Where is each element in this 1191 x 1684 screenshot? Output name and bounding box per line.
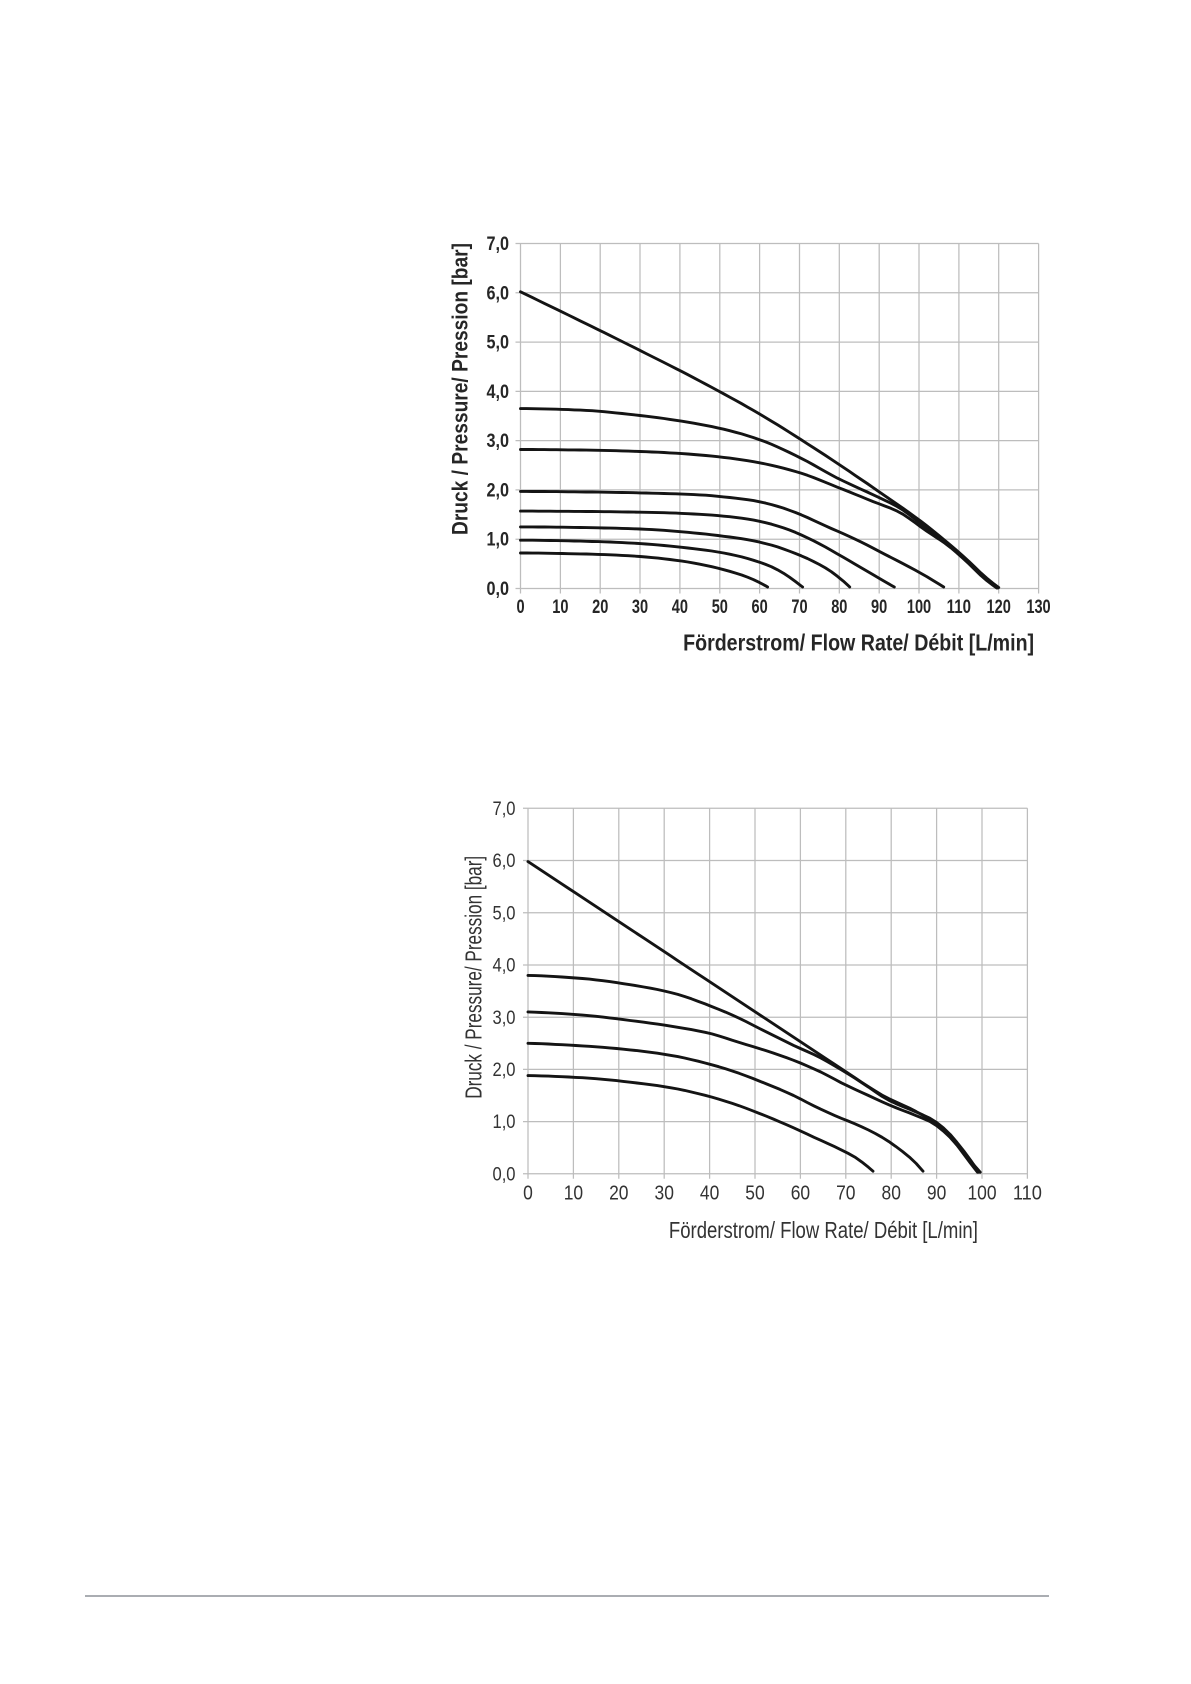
svg-text:7,0: 7,0 <box>487 234 510 255</box>
svg-text:5,0: 5,0 <box>493 902 516 924</box>
svg-text:40: 40 <box>672 597 688 618</box>
svg-text:6,0: 6,0 <box>487 283 510 304</box>
svg-text:5,0: 5,0 <box>487 333 510 354</box>
svg-text:100: 100 <box>967 1183 996 1205</box>
svg-text:80: 80 <box>831 597 847 618</box>
svg-text:3,0: 3,0 <box>493 1007 516 1029</box>
svg-text:60: 60 <box>791 1183 810 1205</box>
svg-text:0: 0 <box>516 597 524 618</box>
svg-text:Förderstrom/ Flow Rate/ Débit: Förderstrom/ Flow Rate/ Débit [L/min] <box>669 1217 978 1243</box>
svg-text:Druck / Pressure/ Pression [ba: Druck / Pressure/ Pression [bar] <box>461 856 487 1099</box>
svg-text:2,0: 2,0 <box>493 1059 516 1081</box>
svg-text:50: 50 <box>745 1183 764 1205</box>
svg-text:4,0: 4,0 <box>487 382 510 403</box>
svg-text:50: 50 <box>712 597 728 618</box>
svg-text:3,0: 3,0 <box>487 431 510 452</box>
svg-text:10: 10 <box>552 597 568 618</box>
svg-text:20: 20 <box>609 1183 628 1205</box>
svg-text:Druck / Pressure/ Pression [ba: Druck / Pressure/ Pression [bar] <box>448 243 473 535</box>
svg-text:4,0: 4,0 <box>493 955 516 977</box>
svg-text:110: 110 <box>947 597 971 618</box>
svg-text:0: 0 <box>523 1183 533 1205</box>
svg-text:90: 90 <box>927 1183 946 1205</box>
svg-text:1,0: 1,0 <box>487 530 510 551</box>
svg-text:130: 130 <box>1026 597 1050 618</box>
svg-text:30: 30 <box>632 597 648 618</box>
svg-text:Förderstrom/ Flow Rate/ Débit: Förderstrom/ Flow Rate/ Débit [L/min] <box>683 630 1034 656</box>
svg-text:0,0: 0,0 <box>487 579 510 600</box>
svg-text:10: 10 <box>564 1183 583 1205</box>
svg-text:70: 70 <box>791 597 807 618</box>
svg-text:7,0: 7,0 <box>493 798 516 820</box>
svg-text:20: 20 <box>592 597 608 618</box>
svg-text:100: 100 <box>907 597 931 618</box>
svg-text:110: 110 <box>1013 1183 1042 1205</box>
svg-text:1,0: 1,0 <box>493 1111 516 1133</box>
svg-text:90: 90 <box>871 597 887 618</box>
svg-text:120: 120 <box>987 597 1011 618</box>
svg-text:80: 80 <box>882 1183 901 1205</box>
svg-text:0,0: 0,0 <box>493 1163 516 1185</box>
svg-text:40: 40 <box>700 1183 719 1205</box>
svg-text:70: 70 <box>836 1183 855 1205</box>
svg-text:6,0: 6,0 <box>493 850 516 872</box>
svg-text:2,0: 2,0 <box>487 480 510 501</box>
svg-text:60: 60 <box>752 597 768 618</box>
svg-text:30: 30 <box>655 1183 674 1205</box>
